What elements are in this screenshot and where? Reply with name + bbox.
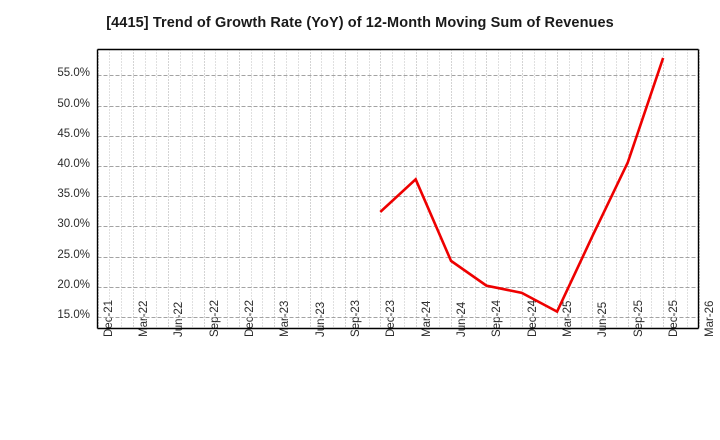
minor-vertical-gridlines: [109, 49, 688, 329]
axis-frame: [96, 48, 700, 330]
y-axis-tick-label: 15.0%: [57, 309, 90, 322]
y-axis-tick-label: 20.0%: [57, 278, 90, 291]
y-axis-tick-label: 55.0%: [57, 67, 90, 80]
y-axis-tick-label: 35.0%: [57, 188, 90, 201]
y-axis-tick-label: 40.0%: [57, 158, 90, 171]
chart-title: [4415] Trend of Growth Rate (YoY) of 12-…: [106, 15, 614, 31]
y-axis-tick-label: 50.0%: [57, 97, 90, 110]
data-series-lines: [379, 57, 665, 314]
y-axis-tick-label: 45.0%: [57, 127, 90, 140]
y-axis-tick-label: 25.0%: [57, 248, 90, 261]
major-vertical-gridlines: [98, 49, 700, 329]
y-axis-tick-label: 30.0%: [57, 218, 90, 231]
